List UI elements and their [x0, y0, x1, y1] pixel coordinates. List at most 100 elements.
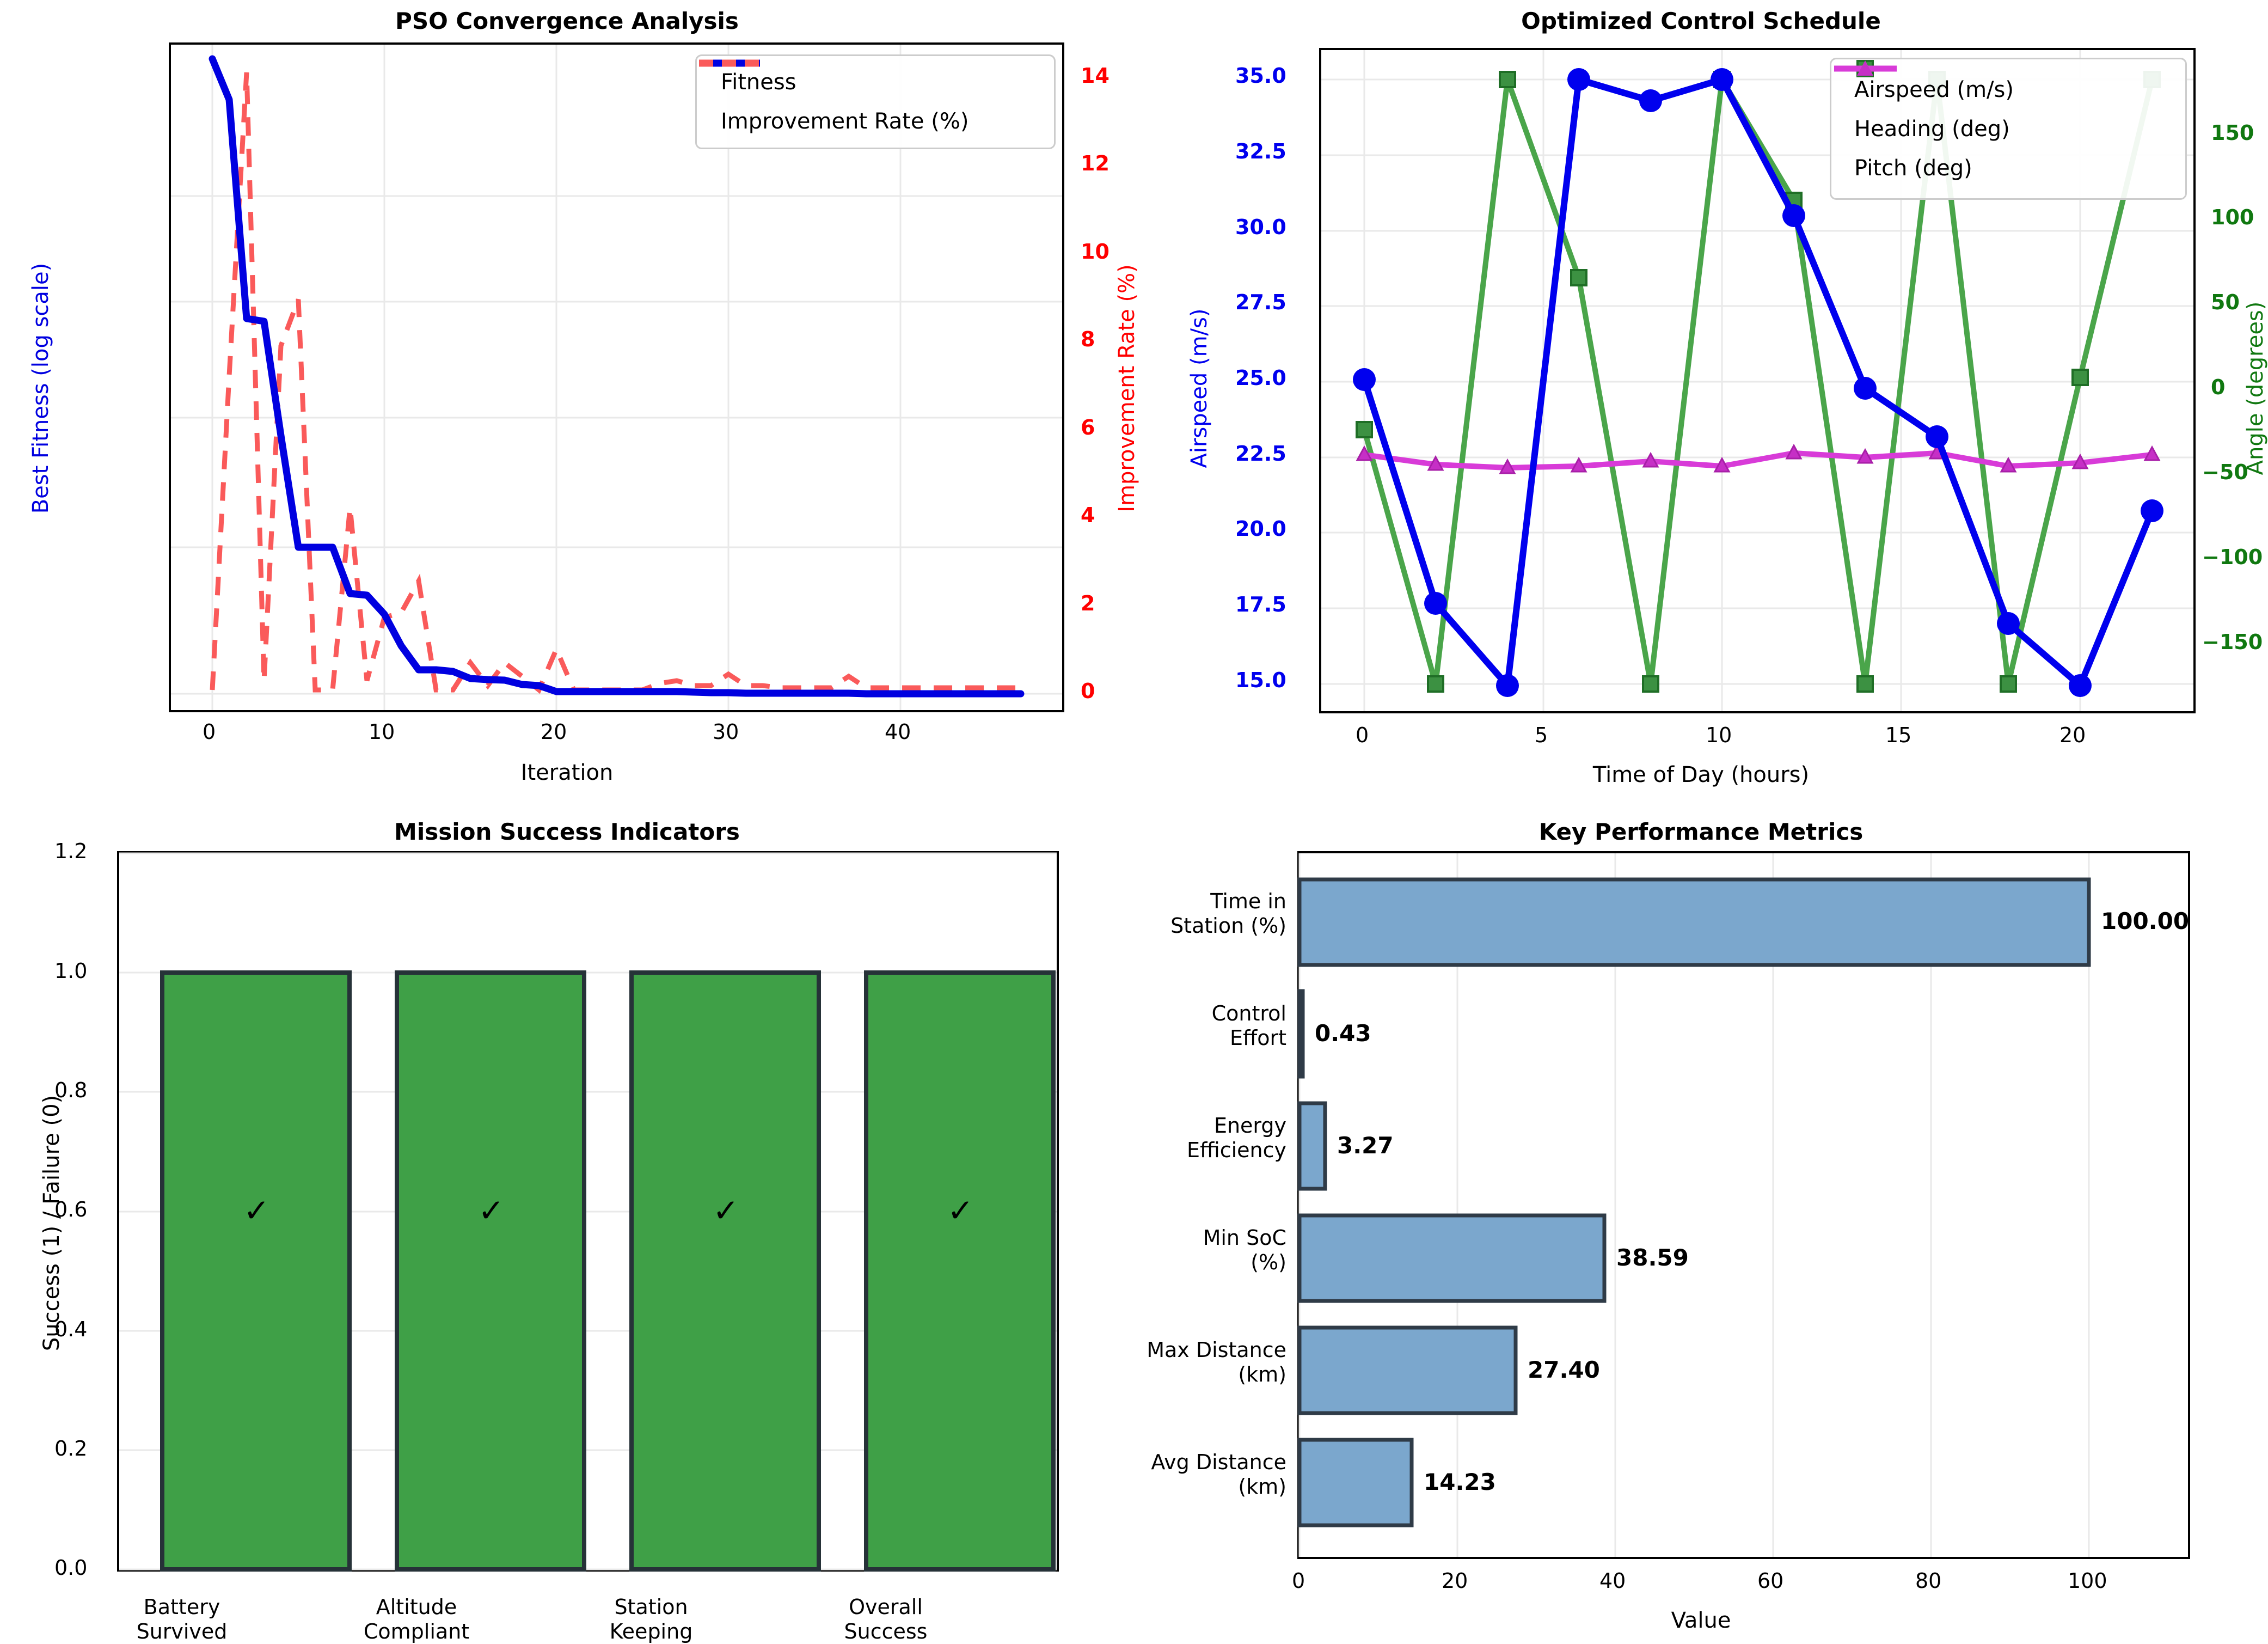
bar-max-distance [1297, 1325, 1518, 1415]
ctrl-xtick-0: 0 [1356, 723, 1369, 747]
kpi-xlabel: Value [1671, 1608, 1731, 1633]
checkmark-station: ✓ [713, 1192, 739, 1229]
plot-area-pso: Fitness Improvement Rate (%) [169, 42, 1064, 712]
pso-xlabel: Iteration [520, 760, 614, 785]
kpi-value-energy-efficiency: 3.27 [1337, 1132, 1394, 1159]
ctrl-xtick-5: 5 [1535, 723, 1548, 747]
kpi-value-max-distance: 27.40 [1528, 1356, 1600, 1383]
pso-ylabel: Best Fitness (log scale) [28, 262, 53, 514]
pso-rtick-4: 4 [1081, 503, 1095, 527]
ms-ytick-0p6: 0.6 [54, 1197, 88, 1221]
panel-title-kpi: Key Performance Metrics [1538, 818, 1864, 845]
bar-battery-survived [160, 970, 352, 1572]
ms-ytick-0p0: 0.0 [54, 1556, 88, 1580]
pso-rtick-0: 0 [1081, 679, 1095, 703]
panel-title-control: Optimized Control Schedule [1521, 8, 1881, 34]
kpi-value-avg-distance: 14.23 [1424, 1469, 1496, 1495]
improvement-rate-line [210, 72, 1021, 694]
kpi-cat-avg-distance: Avg Distance (km) [1151, 1450, 1286, 1499]
kpi-bars [1297, 877, 2091, 1527]
bar-time-in-station [1297, 877, 2091, 967]
bar-overall-success [864, 970, 1056, 1572]
ctrl-xtick-10: 10 [1706, 723, 1732, 747]
ctrl-rtick-m100: −100 [2202, 545, 2263, 569]
bar-avg-distance [1297, 1438, 1414, 1527]
plot-area-mission: ✓ ✓ ✓ ✓ [117, 851, 1059, 1572]
checkmark-battery: ✓ [243, 1192, 270, 1229]
ms-cat-overall: Overall Success [844, 1595, 928, 1643]
kpi-svg [1297, 853, 2091, 1557]
ms-cat-battery: Battery Survived [136, 1595, 228, 1643]
legend-control: Airspeed (m/s) Heading (deg) Pitch (deg) [1830, 58, 2187, 200]
legend-item-pitch: Pitch (deg) [1834, 60, 2174, 181]
pso-svg [171, 45, 1062, 710]
mission-svg [119, 852, 1057, 1572]
kpi-value-min-soc: 38.59 [1616, 1244, 1689, 1271]
bar-altitude-compliant [395, 970, 586, 1572]
ctrl-ytick-20: 20.0 [1235, 517, 1286, 541]
kpi-cat-control-effort: Control Effort [1211, 1001, 1286, 1050]
mission-bars [160, 970, 1056, 1572]
ctrl-rtick-50: 50 [2211, 290, 2240, 314]
kpi-cat-time-in-station: Time in Station (%) [1170, 889, 1286, 938]
ctrl-rtick-0: 0 [2211, 375, 2226, 399]
kpi-xtick-0: 0 [1292, 1569, 1305, 1593]
legend-item-improvement: Improvement Rate (%) [699, 59, 1044, 134]
ms-ytick-0p8: 0.8 [54, 1078, 88, 1102]
pso-rtick-14: 14 [1081, 64, 1110, 88]
legend-swatch-pitch-icon [1834, 60, 1897, 76]
ctrl-ytick-30: 30.0 [1235, 215, 1286, 239]
ctrl-xtick-15: 15 [1885, 723, 1912, 747]
ms-cat-station: Station Keeping [609, 1595, 693, 1643]
airspeed-line [1361, 76, 2155, 689]
bar-energy-efficiency [1297, 1101, 1327, 1191]
ctrl-xlabel: Time of Day (hours) [1592, 762, 1810, 787]
legend-item-airspeed: Airspeed (m/s) [1834, 60, 2174, 102]
control-svg [1321, 50, 2193, 711]
ctrl-ytick-17p5: 17.5 [1235, 592, 1286, 616]
kpi-xtick-100: 100 [2068, 1569, 2107, 1593]
kpi-value-control-effort: 0.43 [1315, 1020, 1371, 1047]
kpi-value-time-in-station: 100.00 [2101, 908, 2190, 934]
plot-area-kpi: 100.00 0.43 3.27 38.59 27.40 14.23 [1297, 851, 2190, 1559]
pso-rtick-2: 2 [1081, 591, 1095, 615]
fitness-line [209, 55, 1025, 698]
legend-label-heading: Heading (deg) [1854, 116, 2010, 142]
bar-min-soc [1297, 1213, 1607, 1303]
legend-swatch-improvement-icon [699, 59, 760, 67]
pso-rtick-6: 6 [1081, 415, 1095, 439]
pso-rtick-8: 8 [1081, 327, 1095, 351]
ctrl-ytick-35: 35.0 [1235, 64, 1286, 88]
kpi-xtick-20: 20 [1442, 1569, 1468, 1593]
checkmark-overall: ✓ [947, 1192, 974, 1229]
pso-xtick-40: 40 [885, 720, 911, 744]
kpi-cat-energy-efficiency: Energy Efficiency [1186, 1114, 1286, 1162]
ctrl-xtick-20: 20 [2059, 723, 2086, 747]
pitch-line [1364, 450, 2153, 470]
panel-kpi-metrics: Key Performance Metrics [1134, 808, 2268, 1633]
legend-label-fitness: Fitness [721, 70, 796, 95]
plot-area-control: Airspeed (m/s) Heading (deg) Pitch (deg) [1319, 48, 2196, 713]
pso-rtick-10: 10 [1081, 240, 1110, 264]
legend-item-fitness: Fitness [699, 59, 1044, 95]
ctrl-ytick-32p5: 32.5 [1235, 139, 1286, 163]
ms-ytick-0p4: 0.4 [54, 1317, 88, 1341]
bar-station-keeping [629, 970, 821, 1572]
checkmark-altitude: ✓ [478, 1192, 505, 1229]
airspeed-markers [1353, 68, 2163, 697]
ms-cat-altitude: Altitude Compliant [363, 1595, 470, 1643]
kpi-cat-min-soc: Min SoC (%) [1203, 1226, 1286, 1274]
kpi-xtick-60: 60 [1757, 1569, 1784, 1593]
bar-control-effort [1297, 989, 1305, 1079]
pso-xtick-20: 20 [541, 720, 567, 744]
kpi-xtick-80: 80 [1915, 1569, 1942, 1593]
panel-mission-success: Mission Success Indicators [0, 808, 1134, 1643]
panel-title-mission: Mission Success Indicators [394, 818, 740, 845]
ctrl-ylabel-right: Angle (degrees) [2243, 301, 2268, 475]
ctrl-ytick-27p5: 27.5 [1235, 290, 1286, 314]
ms-ylabel: Success (1) / Failure (0) [39, 1095, 64, 1352]
pso-xtick-10: 10 [369, 720, 395, 744]
legend-label-improvement: Improvement Rate (%) [721, 109, 969, 134]
panel-title-pso: PSO Convergence Analysis [395, 8, 739, 34]
